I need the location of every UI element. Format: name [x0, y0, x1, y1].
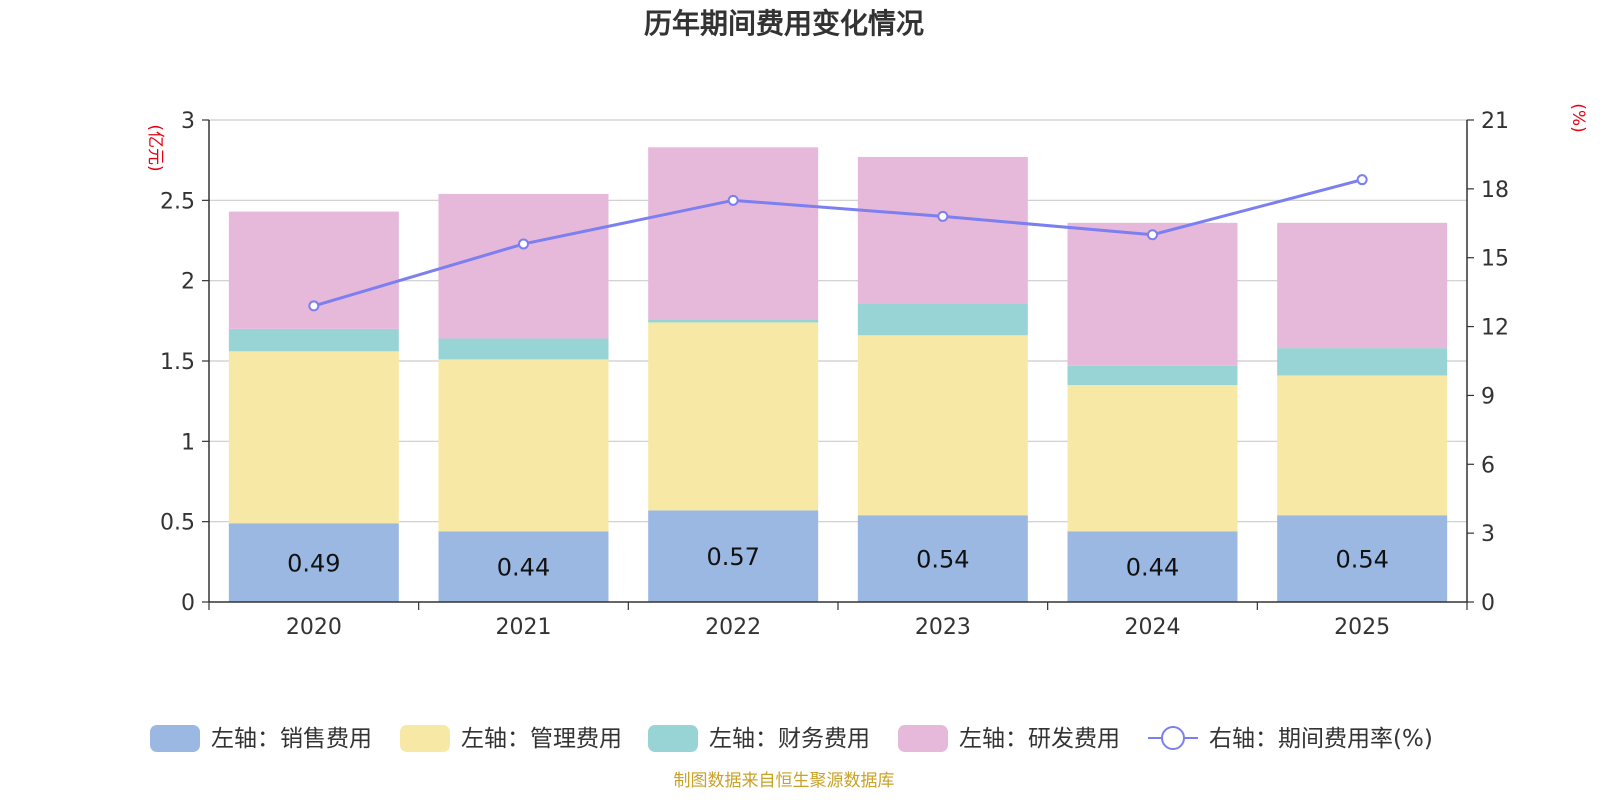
legend-swatch: [400, 725, 450, 752]
right-axis-tick-label: 18: [1481, 178, 1509, 203]
bar-2022-series-1: [648, 322, 819, 511]
right-axis-tick-label: 0: [1481, 591, 1495, 616]
x-axis-label: 2020: [286, 615, 342, 640]
axes: 0 0.5 1 1.5 2 2.5 3 0 3 6 9 12 15 18 21 2020 2021 2022 202…: [160, 109, 1509, 640]
left-axis-tick-label: 2.5: [160, 189, 195, 214]
bars: 0.49 0.44 0.57 0.54 0.44 0.54: [228, 147, 1448, 602]
right-axis-tick-label: 15: [1481, 247, 1509, 272]
bar-value-label: 0.57: [706, 543, 759, 571]
bar-2025-series-3: [1277, 222, 1448, 349]
right-axis-tick-label: 3: [1481, 522, 1495, 547]
right-axis-tick-label: 9: [1481, 384, 1495, 409]
right-axis-tick-label: 12: [1481, 316, 1509, 341]
bar-2023-series-3: [857, 156, 1028, 304]
left-axis-unit: (亿元): [145, 124, 165, 171]
bar-2022-series-3: [648, 147, 819, 320]
bar-value-label: 0.44: [497, 554, 550, 582]
ratio-point-2025: [1356, 174, 1368, 186]
bar-2021-series-2: [438, 338, 609, 360]
left-axis-tick-label: 1.5: [160, 350, 195, 375]
legend-label: 左轴：研发费用: [959, 726, 1120, 752]
bar-2025-series-2: [1277, 348, 1448, 376]
left-axis-tick-label: 0.5: [160, 511, 195, 536]
legend-label: 右轴：期间费用率(%): [1209, 726, 1433, 752]
legend-swatch: [648, 725, 698, 752]
left-axis-tick-label: 2: [181, 270, 195, 295]
bar-2023-series-0: [857, 515, 1028, 602]
left-axis-tick-label: 0: [181, 591, 195, 616]
bar-2023-series-2: [857, 303, 1028, 336]
ratio-line-path: [313, 178, 1363, 308]
bar-2024-series-2: [1067, 365, 1238, 386]
bar-2024-series-3: [1067, 222, 1238, 366]
legend-label: 左轴：销售费用: [211, 726, 372, 752]
data-source-note: 制图数据来自恒生聚源数据库: [674, 771, 895, 791]
right-axis-tick-label: 21: [1481, 109, 1509, 134]
grid-lines: [209, 119, 1467, 523]
bar-value-label: 0.54: [916, 546, 969, 574]
legend-swatch: [150, 725, 200, 752]
bar-2025-series-0: [1277, 515, 1448, 602]
legend-marker: [1161, 726, 1185, 750]
bar-2021-series-0: [438, 531, 609, 602]
legend-swatch: [898, 725, 948, 752]
bar-2020-series-1: [228, 351, 399, 524]
x-axis-label: 2021: [496, 615, 552, 640]
bar-2020-series-0: [228, 523, 399, 602]
bar-2024-series-0: [1067, 531, 1238, 602]
ratio-point-2020: [308, 300, 320, 312]
bar-2022-series-2: [648, 319, 819, 323]
legend-label: 左轴：财务费用: [709, 726, 870, 752]
left-axis-tick-label: 3: [181, 109, 195, 134]
x-axis-label: 2025: [1334, 615, 1390, 640]
legend: 左轴：销售费用 左轴：管理费用 左轴：财务费用 左轴：研发费用 右轴：期间费用率(%): [150, 725, 1433, 752]
bar-2025-series-1: [1277, 375, 1448, 516]
ratio-point-2024: [1147, 229, 1158, 241]
bar-value-label: 0.54: [1335, 546, 1388, 574]
right-axis-unit: (%): [1568, 103, 1588, 132]
chart-title: 历年期间费用变化情况: [644, 7, 924, 40]
bar-2022-series-0: [648, 510, 819, 602]
bar-value-label: 0.49: [287, 550, 340, 578]
x-axis-label: 2024: [1125, 615, 1181, 640]
bar-2024-series-1: [1067, 385, 1238, 532]
ratio-line: [308, 174, 1368, 312]
x-axis-label: 2022: [705, 615, 761, 640]
right-axis-tick-label: 6: [1481, 453, 1495, 478]
ratio-point-2022: [727, 194, 739, 206]
bar-2020-series-2: [228, 328, 399, 352]
ratio-point-2023: [937, 210, 949, 222]
bar-2021-series-1: [438, 359, 609, 532]
legend-label: 左轴：管理费用: [461, 726, 622, 752]
ratio-point-2021: [518, 238, 529, 250]
bar-2021-series-3: [438, 193, 609, 339]
bar-2023-series-1: [857, 335, 1028, 516]
bar-value-label: 0.44: [1126, 554, 1179, 582]
x-axis-label: 2023: [915, 615, 971, 640]
left-axis-tick-label: 1: [181, 430, 195, 455]
